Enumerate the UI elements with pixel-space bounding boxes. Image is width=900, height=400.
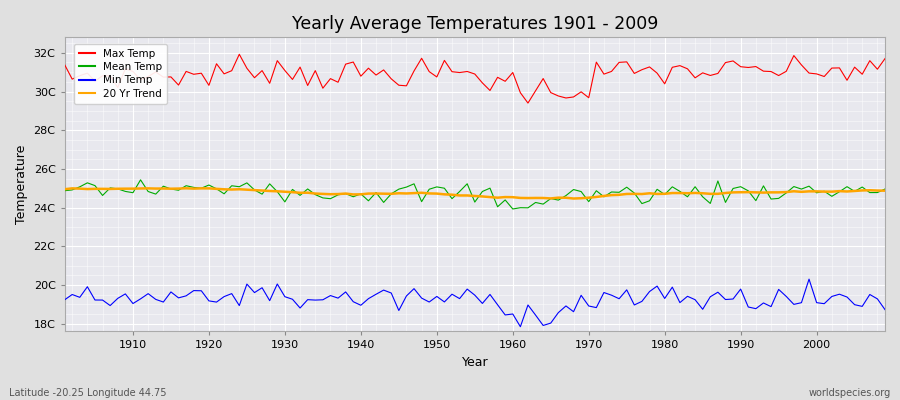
X-axis label: Year: Year — [462, 356, 488, 369]
Y-axis label: Temperature: Temperature — [15, 145, 28, 224]
Text: Latitude -20.25 Longitude 44.75: Latitude -20.25 Longitude 44.75 — [9, 388, 166, 398]
Title: Yearly Average Temperatures 1901 - 2009: Yearly Average Temperatures 1901 - 2009 — [292, 15, 658, 33]
Legend: Max Temp, Mean Temp, Min Temp, 20 Yr Trend: Max Temp, Mean Temp, Min Temp, 20 Yr Tre… — [74, 44, 167, 104]
Text: worldspecies.org: worldspecies.org — [809, 388, 891, 398]
